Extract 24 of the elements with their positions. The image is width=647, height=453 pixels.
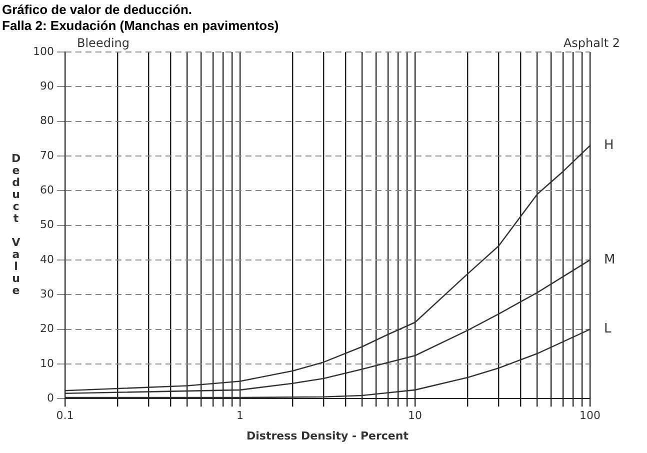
y-tick-label: 0 (46, 391, 54, 404)
x-tick-label: 100 (580, 409, 600, 422)
x-tick-label: 0.1 (56, 409, 74, 422)
y-tick-label: 70 (40, 148, 54, 162)
x-tick-label: 1 (236, 409, 244, 422)
y-tick-label: 50 (40, 218, 54, 232)
chart-subtitle: Falla 2: Exudación (Manchas en pavimentos) (2, 18, 280, 34)
text: Asphalt 2 (563, 36, 620, 50)
chart-title: Gráfico de valor de deducción. (2, 2, 193, 18)
series-label: M (604, 252, 616, 268)
x-axis-title: Distress Density - Percent (246, 429, 408, 442)
y-tick-label: 10 (40, 356, 54, 370)
y-tick-label: 80 (40, 114, 54, 128)
y-tick-label: 30 (40, 287, 54, 300)
y-tick-label: 20 (40, 322, 54, 336)
y-tick-label: 90 (40, 80, 54, 93)
series-label: L (604, 322, 612, 337)
text: Bleeding (76, 36, 130, 50)
x-tick-label: 10 (408, 409, 422, 422)
series-label: H (604, 138, 614, 153)
text: Deduct Value (11, 152, 21, 298)
y-tick-label: 40 (40, 252, 54, 266)
y-tick-label: 60 (40, 184, 54, 196)
y-tick-label: 100 (32, 44, 54, 58)
